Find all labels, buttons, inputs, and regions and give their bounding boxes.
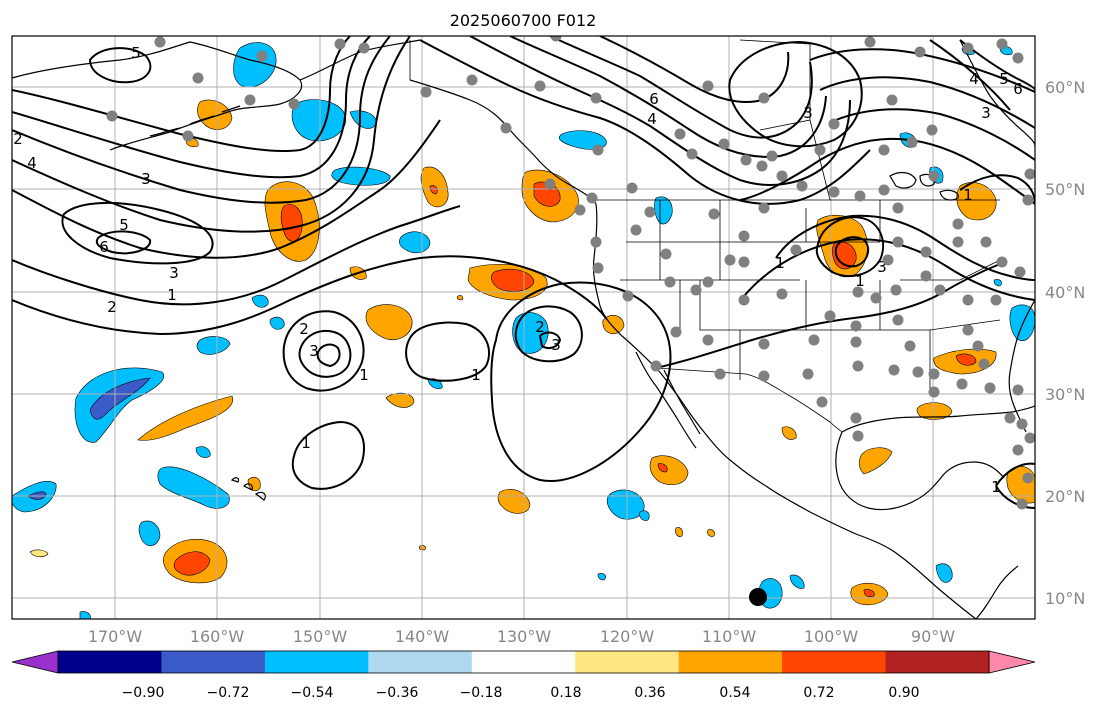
latitude-labels: 60°N 50°N 40°N 30°N 20°N 10°N — [1045, 78, 1085, 608]
colorbar-tick-label: 0.72 — [803, 685, 834, 701]
contour-label: 6 — [99, 238, 109, 256]
lon-label: 160°W — [190, 627, 245, 646]
colorbar-segment — [264, 651, 369, 673]
contour-label: 1 — [301, 434, 311, 452]
colorbar-tick-label: 0.18 — [550, 685, 581, 701]
colorbar-extend-low — [11, 650, 59, 674]
contour-label: 2 — [535, 318, 545, 336]
colorbar-tick-label: 0.90 — [888, 685, 919, 701]
lon-label: 90°W — [911, 627, 955, 646]
contour-label: 2 — [299, 320, 309, 338]
contour-label: 1 — [167, 286, 177, 304]
colorbar-tick-label: −0.18 — [460, 685, 503, 701]
colorbar-segment — [575, 651, 680, 673]
lon-label: 140°W — [395, 627, 450, 646]
lat-label: 10°N — [1045, 589, 1085, 608]
station-markers — [106, 36, 1035, 510]
longitude-labels: 170°W 160°W 150°W 140°W 130°W 120°W 110°… — [88, 627, 955, 646]
contour-label: 2 — [13, 130, 23, 148]
contour-label: 4 — [969, 70, 979, 88]
contour-labels: 2 4 3 5 6 3 2 1 5 4 6 3 2 3 1 1 1 2 3 1 … — [13, 44, 1023, 496]
contour-label: 3 — [981, 104, 991, 122]
contour-label: 6 — [649, 90, 659, 108]
colorbar-labels: −0.90 −0.72 −0.54 −0.36 −0.18 0.18 0.36 … — [122, 685, 920, 701]
contour-label: 5 — [131, 44, 141, 62]
contour-label: 3 — [169, 264, 179, 282]
colorbar-tick-label: −0.72 — [207, 685, 250, 701]
contour-label: 1 — [471, 366, 481, 384]
contour-label: 4 — [647, 110, 657, 128]
colorbar-segment — [678, 651, 783, 673]
colorbar-segment — [782, 651, 887, 673]
lon-label: 170°W — [88, 627, 143, 646]
contour-label: 5 — [119, 216, 129, 234]
contour-label: 3 — [551, 336, 561, 354]
map-panel: 2 4 3 5 6 3 2 1 5 4 6 3 2 3 1 1 1 2 3 1 … — [12, 36, 1035, 619]
colorbar-frame — [57, 650, 990, 674]
contour-label: 3 — [877, 258, 887, 276]
special-marker — [749, 588, 767, 606]
colorbar-tick-label: −0.90 — [122, 685, 165, 701]
map-frame — [11, 35, 1036, 620]
contour-label: 4 — [27, 154, 37, 172]
colorbar-segment — [58, 651, 162, 673]
colorbar — [11, 650, 1036, 674]
lon-label: 120°W — [600, 627, 655, 646]
colorbar-segment — [161, 651, 266, 673]
lon-label: 150°W — [293, 627, 348, 646]
colorbar-segment — [471, 651, 576, 673]
contour-label: 1 — [963, 186, 973, 204]
colorbar-tick-label: −0.36 — [376, 685, 419, 701]
colorbar-tick-label: 0.54 — [719, 685, 750, 701]
colorbar-extend-high — [988, 650, 1036, 674]
contour-label: 2 — [107, 298, 117, 316]
colorbar-segment — [368, 651, 473, 673]
contour-label: 1 — [359, 366, 369, 384]
contour-label: 1 — [855, 272, 865, 290]
colorbar-tick-label: 0.36 — [634, 685, 665, 701]
figure-title: 2025060700 F012 — [450, 11, 597, 30]
lon-label: 130°W — [497, 627, 552, 646]
lat-label: 30°N — [1045, 385, 1085, 404]
lat-label: 40°N — [1045, 283, 1085, 302]
coastlines — [12, 39, 1035, 619]
contour-label: 3 — [803, 104, 813, 122]
lat-label: 20°N — [1045, 487, 1085, 506]
lat-label: 60°N — [1045, 78, 1085, 97]
lat-label: 50°N — [1045, 180, 1085, 199]
contour-label: 3 — [141, 170, 151, 188]
contour-label: 5 — [999, 70, 1009, 88]
colorbar-segment — [885, 651, 990, 673]
contour-label: 1 — [991, 478, 1001, 496]
contour-label: 1 — [775, 254, 785, 272]
contour-label: 6 — [1013, 80, 1023, 98]
lon-label: 100°W — [804, 627, 859, 646]
lon-label: 110°W — [702, 627, 757, 646]
colorbar-tick-label: −0.54 — [291, 685, 334, 701]
contour-label: 3 — [309, 342, 319, 360]
